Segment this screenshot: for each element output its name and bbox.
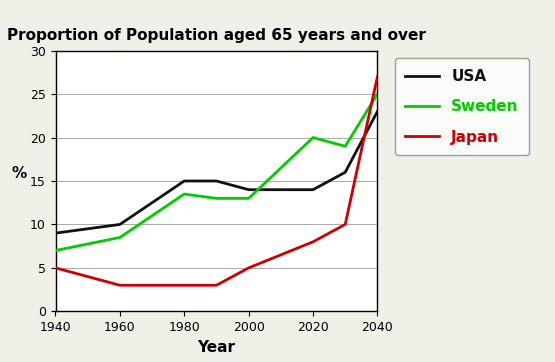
X-axis label: Year: Year [198, 340, 235, 355]
Y-axis label: %: % [11, 166, 27, 181]
Legend: USA, Sweden, Japan: USA, Sweden, Japan [395, 58, 529, 155]
Title: Proportion of Population aged 65 years and over: Proportion of Population aged 65 years a… [7, 28, 426, 43]
